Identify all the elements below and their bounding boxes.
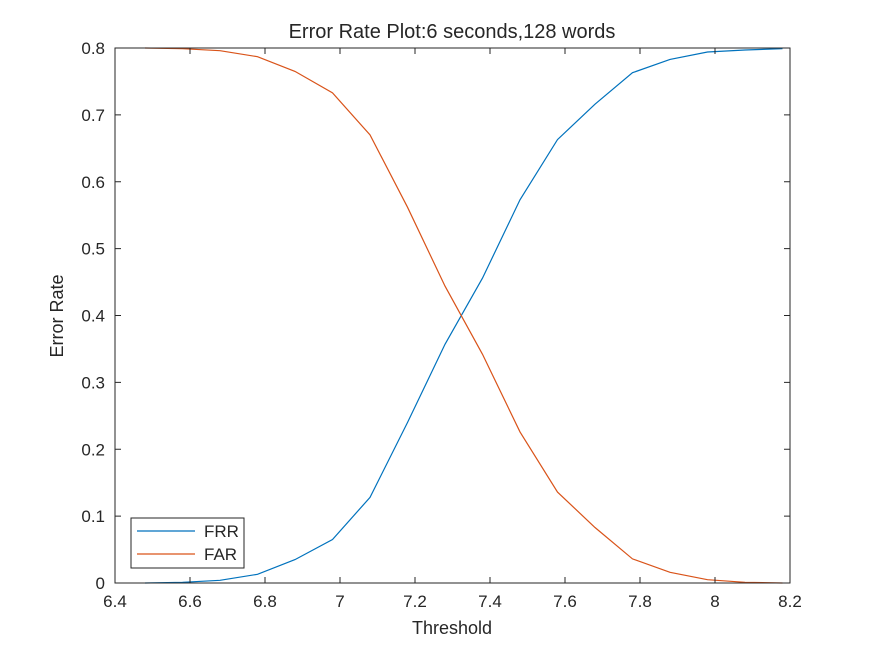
y-tick-label: 0.4	[81, 307, 105, 326]
x-tick-label: 6.8	[253, 592, 277, 611]
x-tick-label: 6.4	[103, 592, 127, 611]
y-tick-label: 0.3	[81, 373, 105, 392]
series-line-frr	[144, 48, 783, 584]
x-tick-label: 7.4	[478, 592, 502, 611]
y-tick-label: 0.6	[81, 173, 105, 192]
y-tick-label: 0.2	[81, 440, 105, 459]
legend-label-far: FAR	[204, 545, 237, 564]
x-tick-label: 7.8	[628, 592, 652, 611]
x-axis-label: Threshold	[412, 618, 492, 638]
x-tick-label: 8	[710, 592, 719, 611]
y-axis-label: Error Rate	[47, 274, 67, 357]
series-line-far	[144, 47, 783, 584]
y-tick-label: 0.5	[81, 240, 105, 259]
x-tick-label: 7.6	[553, 592, 577, 611]
y-tick-label: 0.8	[81, 39, 105, 58]
y-tick-label: 0.7	[81, 106, 105, 125]
y-tick-label: 0	[96, 574, 105, 593]
chart-title: Error Rate Plot:6 seconds,128 words	[289, 21, 616, 43]
legend-box	[130, 517, 245, 569]
legend-label-frr: FRR	[204, 522, 239, 541]
x-tick-label: 7	[335, 592, 344, 611]
x-tick-label: 6.6	[178, 592, 202, 611]
x-tick-label: 7.2	[403, 592, 427, 611]
y-tick-label: 0.1	[81, 507, 105, 526]
plot-frame	[114, 47, 791, 584]
x-tick-label: 8.2	[778, 592, 802, 611]
